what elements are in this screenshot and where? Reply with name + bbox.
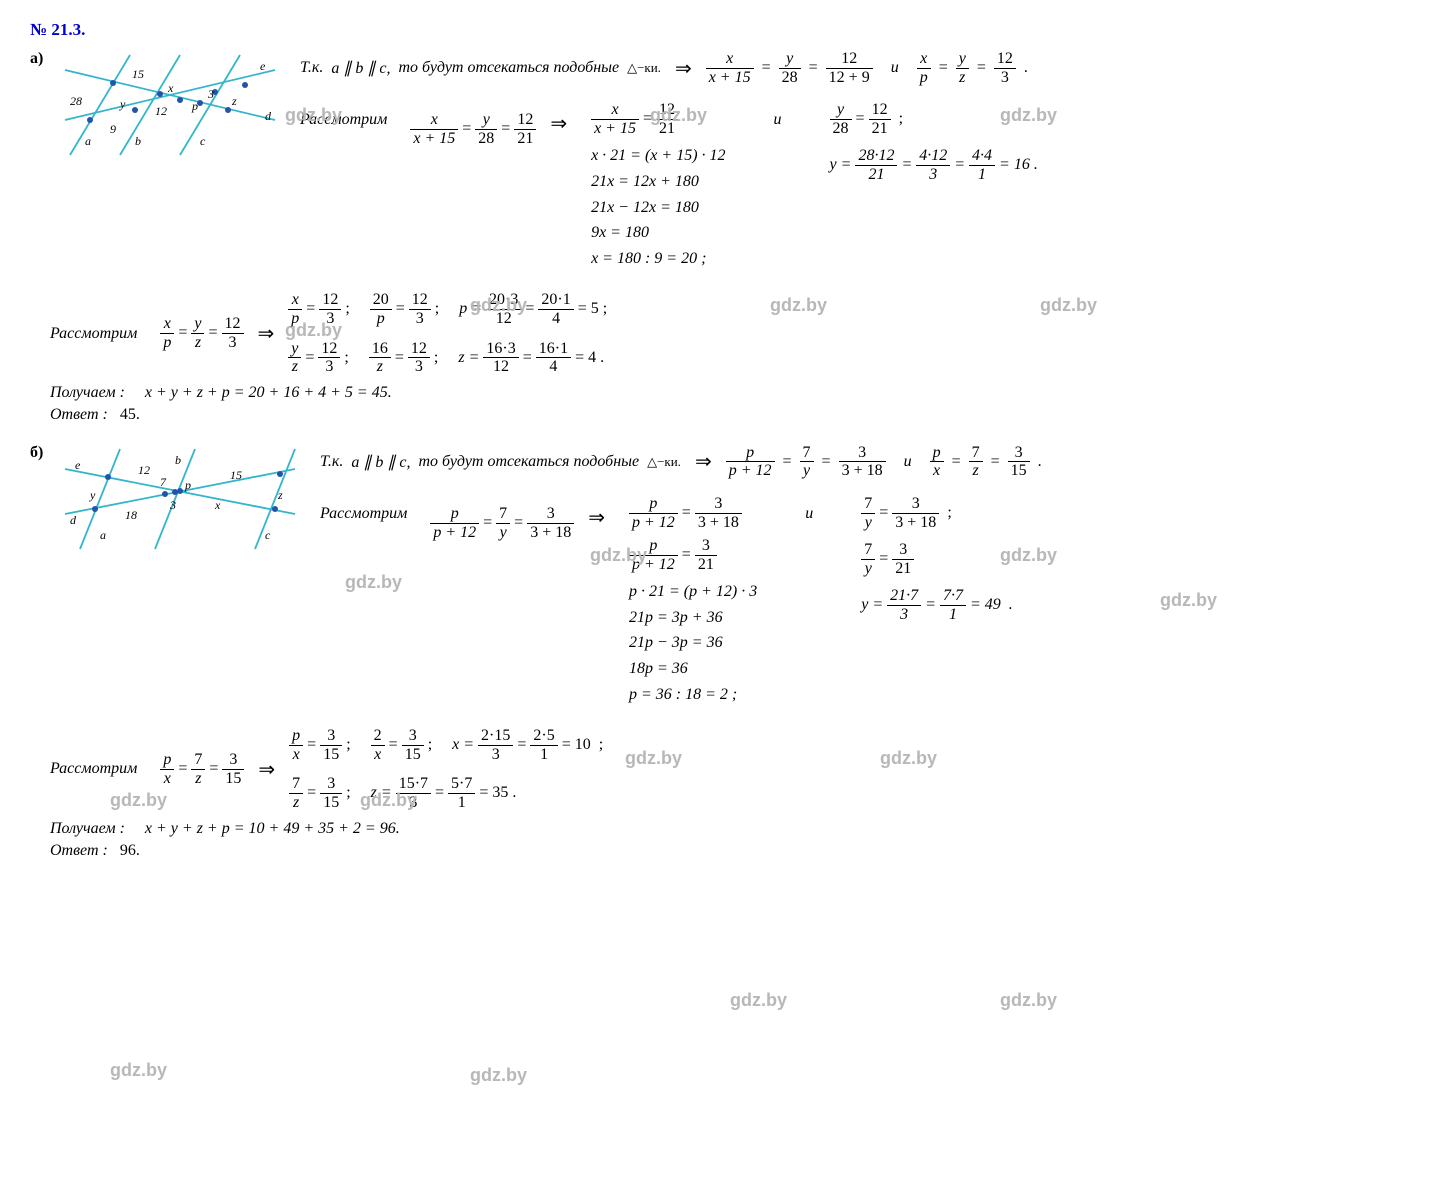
svg-text:7: 7 [160, 475, 167, 489]
part-a-result: Получаем : x + y + z + p = 20 + 16 + 4 +… [50, 384, 1402, 402]
svg-text:z: z [277, 488, 283, 502]
diagram-a: 15 x 3 e 28 y 12 p z d a 9 b c [60, 50, 280, 160]
part-b-consider2: Рассмотрим px = 7z = 315 ⇒ px = 315 ; 2x… [50, 727, 1402, 811]
part-a-section: a) 15 x [30, 50, 1402, 424]
svg-text:y: y [119, 97, 126, 111]
svg-text:3: 3 [207, 87, 214, 101]
svg-text:a: a [100, 528, 106, 542]
part-b-result: Получаем : x + y + z + p = 10 + 49 + 35 … [50, 820, 1402, 838]
part-b-label: б) [30, 444, 43, 461]
svg-text:15: 15 [132, 67, 144, 81]
svg-text:p: p [191, 99, 198, 113]
svg-text:e: e [75, 458, 81, 472]
svg-text:b: b [175, 453, 181, 467]
svg-text:d: d [265, 109, 272, 123]
problem-number: № 21.3. [30, 20, 1402, 40]
svg-text:z: z [231, 94, 237, 108]
svg-text:3: 3 [169, 498, 176, 512]
diagram-b-svg: e 12 b 15 y 7 p z d 18 3 x a c [60, 444, 300, 554]
svg-text:x: x [214, 498, 221, 512]
part-a-steps-x: x · 21 = (x + 15) · 12 21x = 12x + 180 2… [591, 143, 725, 271]
svg-text:e: e [260, 59, 266, 73]
part-a-intro: Т.к. a ∥ b ∥ c, то будут отсекаться подо… [300, 50, 1402, 86]
svg-text:9: 9 [110, 122, 116, 136]
svg-text:p: p [184, 478, 191, 492]
svg-text:18: 18 [125, 508, 137, 522]
part-b-consider1: Рассмотрим pp + 12 = 7y = 33 + 18 ⇒ pp +… [320, 495, 1402, 707]
watermark: gdz.by [110, 1060, 167, 1081]
part-a-steps-y: y = 28·1221 = 4·123 = 4·41 = 16 . [830, 147, 1038, 183]
watermark: gdz.by [470, 1065, 527, 1086]
svg-text:c: c [265, 528, 271, 542]
part-b-answer: Ответ : 96. [50, 842, 1402, 860]
part-a-label: a) [30, 50, 43, 67]
part-a-consider2: Рассмотрим xp = yz = 123 ⇒ xp = 123 ; 20… [50, 291, 1402, 375]
watermark: gdz.by [730, 990, 787, 1011]
part-b-steps-p: p · 21 = (p + 12) · 3 21p = 3p + 36 21p … [629, 579, 757, 707]
watermark: gdz.by [1000, 990, 1057, 1011]
part-b-section: б) e 12 b 15 y 7 [30, 444, 1402, 860]
svg-text:x: x [167, 81, 174, 95]
part-b-intro: Т.к. a ∥ b ∥ c, то будут отсекаться подо… [320, 444, 1402, 480]
svg-text:12: 12 [155, 104, 167, 118]
svg-text:15: 15 [230, 468, 242, 482]
svg-text:c: c [200, 134, 206, 148]
svg-text:d: d [70, 513, 77, 527]
svg-text:b: b [135, 134, 141, 148]
svg-text:28: 28 [70, 94, 82, 108]
part-a-answer: Ответ : 45. [50, 406, 1402, 424]
svg-text:a: a [85, 134, 91, 148]
svg-text:y: y [89, 488, 96, 502]
part-b-steps-y: y = 21·73 = 7·71 = 49 . [861, 587, 1013, 623]
part-a-consider1: Рассмотрим xx + 15 = y28 = 1221 ⇒ xx + 1… [300, 101, 1402, 271]
diagram-a-svg: 15 x 3 e 28 y 12 p z d a 9 b c [60, 50, 280, 160]
svg-text:12: 12 [138, 463, 150, 477]
diagram-b: e 12 b 15 y 7 p z d 18 3 x a c [60, 444, 300, 554]
